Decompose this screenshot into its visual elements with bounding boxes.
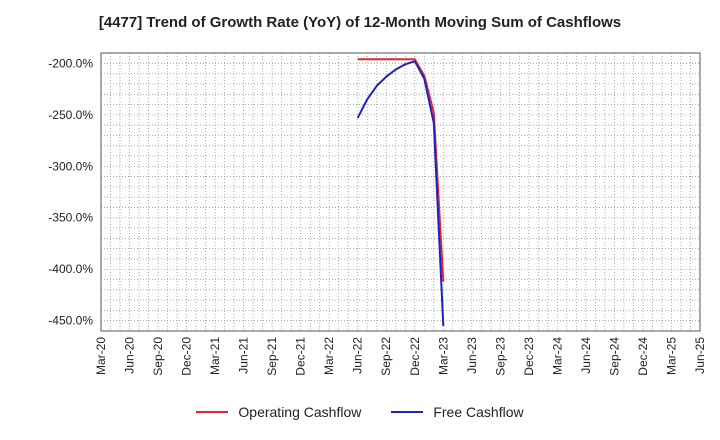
series-lines [356, 58, 445, 326]
x-tick-label: Jun-23 [465, 337, 479, 374]
y-tick-label: -250.0% [48, 108, 93, 122]
x-tick-label: Sep-23 [493, 337, 507, 376]
legend: Operating Cashflow Free Cashflow [0, 404, 720, 420]
y-tick-label: -200.0% [48, 56, 93, 70]
grid [100, 52, 701, 331]
y-tick-label: -350.0% [48, 211, 93, 225]
x-tick-label: Mar-20 [94, 337, 108, 375]
x-axis: Mar-20 Jun-20 Sep-20 Dec-20 Mar-21 Jun-21 Sep-… [94, 337, 707, 376]
x-tick-label: Dec-23 [522, 337, 536, 376]
chart-title: [4477] Trend of Growth Rate (YoY) of 12-… [98, 14, 622, 31]
plot-area-frame [100, 52, 701, 332]
legend-label-operating-cashflow: Operating Cashflow [238, 404, 362, 420]
x-tick-label: Jun-24 [579, 337, 593, 374]
x-tick-label: Mar-25 [664, 337, 678, 375]
legend-item-free-cashflow: Free Cashflow [391, 404, 524, 420]
x-tick-label: Jun-22 [351, 337, 365, 374]
x-tick-label: Mar-22 [322, 337, 336, 375]
x-tick-label: Sep-20 [151, 337, 165, 376]
x-tick-label: Mar-23 [436, 337, 450, 375]
x-tick-label: Jun-20 [123, 337, 137, 374]
y-tick-label: -400.0% [48, 262, 93, 276]
x-tick-label: Jun-21 [237, 337, 251, 374]
legend-swatch-operating-cashflow [196, 411, 229, 413]
legend-label-free-cashflow: Free Cashflow [433, 404, 524, 420]
x-tick-label: Jun-25 [693, 337, 707, 374]
x-tick-label: Mar-24 [550, 337, 564, 375]
x-tick-label: Dec-22 [408, 337, 422, 376]
y-tick-label: -450.0% [48, 314, 93, 328]
x-tick-label: Sep-21 [265, 337, 279, 376]
x-tick-label: Sep-22 [379, 337, 393, 376]
series-line-operating-cashflow [357, 58, 445, 282]
x-tick-label: Dec-20 [180, 337, 194, 376]
x-tick-label: Dec-21 [294, 337, 308, 376]
x-tick-label: Sep-24 [607, 337, 621, 376]
legend-item-operating-cashflow: Operating Cashflow [196, 404, 361, 420]
y-axis: -200.0% -250.0% -300.0% -350.0% -400.0% -450.… [48, 56, 93, 327]
x-tick-label: Dec-24 [636, 337, 650, 376]
x-tick-label: Mar-21 [208, 337, 222, 375]
legend-swatch-free-cashflow [391, 411, 424, 413]
y-tick-label: -300.0% [48, 159, 93, 173]
series-line-free-cashflow [356, 60, 445, 326]
